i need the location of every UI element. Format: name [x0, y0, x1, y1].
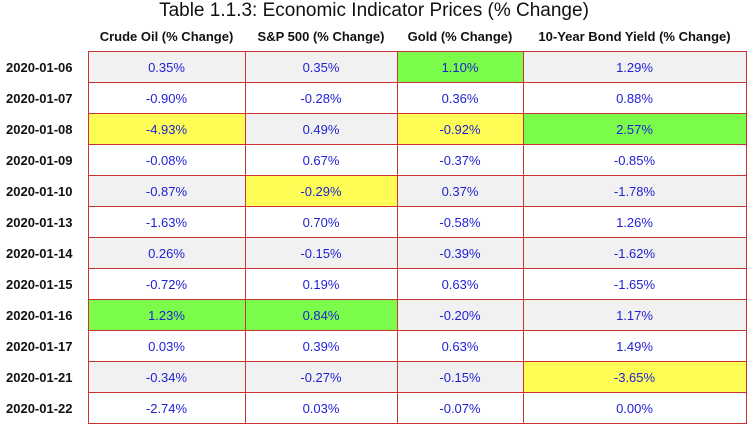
- value-cell: -0.27%: [244, 361, 398, 393]
- value-cell: 0.26%: [87, 237, 246, 269]
- row-date-label: 2020-01-16: [0, 299, 88, 331]
- column-header: Crude Oil (% Change): [88, 22, 245, 52]
- value-cell: 0.39%: [244, 330, 398, 362]
- table-row: 2020-01-22 -2.74% 0.03% -0.07% 0.00%: [0, 392, 747, 424]
- value-cell: 2.57%: [522, 113, 747, 145]
- row-date-label: 2020-01-07: [0, 82, 88, 114]
- value-cell: -0.58%: [396, 206, 524, 238]
- table-row: 2020-01-10 -0.87% -0.29% 0.37% -1.78%: [0, 175, 747, 207]
- indicator-table: Crude Oil (% Change) S&P 500 (% Change) …: [0, 22, 747, 424]
- value-cell: 1.29%: [522, 51, 747, 83]
- row-date-label: 2020-01-15: [0, 268, 88, 300]
- value-cell: 0.03%: [244, 392, 398, 424]
- value-cell: 1.26%: [522, 206, 747, 238]
- row-date-label: 2020-01-06: [0, 51, 88, 83]
- column-header: 10-Year Bond Yield (% Change): [523, 22, 746, 52]
- value-cell: 1.10%: [396, 51, 524, 83]
- row-date-label: 2020-01-09: [0, 144, 88, 176]
- value-cell: -0.08%: [87, 144, 246, 176]
- header-row: Crude Oil (% Change) S&P 500 (% Change) …: [0, 22, 746, 52]
- row-date-label: 2020-01-13: [0, 206, 88, 238]
- table-body: 2020-01-06 0.35% 0.35% 1.10% 1.29% 2020-01-07…: [0, 51, 747, 424]
- value-cell: 0.70%: [244, 206, 398, 238]
- value-cell: -1.62%: [522, 237, 747, 269]
- table-row: 2020-01-06 0.35% 0.35% 1.10% 1.29%: [0, 51, 747, 83]
- value-cell: -1.78%: [522, 175, 747, 207]
- value-cell: 0.84%: [244, 299, 398, 331]
- value-cell: -0.15%: [244, 237, 398, 269]
- value-cell: -0.28%: [244, 82, 398, 114]
- corner-cell: [0, 22, 88, 52]
- value-cell: 0.88%: [522, 82, 747, 114]
- table-row: 2020-01-08 -4.93% 0.49% -0.92% 2.57%: [0, 113, 747, 145]
- value-cell: 0.37%: [396, 175, 524, 207]
- value-cell: 0.19%: [244, 268, 398, 300]
- value-cell: -2.74%: [87, 392, 246, 424]
- value-cell: 0.00%: [522, 392, 747, 424]
- value-cell: 0.03%: [87, 330, 246, 362]
- value-cell: -0.29%: [244, 175, 398, 207]
- value-cell: -4.93%: [87, 113, 246, 145]
- value-cell: 0.63%: [396, 330, 524, 362]
- value-cell: -1.65%: [522, 268, 747, 300]
- column-header: Gold (% Change): [397, 22, 523, 52]
- table-row: 2020-01-07 -0.90% -0.28% 0.36% 0.88%: [0, 82, 747, 114]
- value-cell: 0.67%: [244, 144, 398, 176]
- value-cell: -0.85%: [522, 144, 747, 176]
- table-row: 2020-01-21 -0.34% -0.27% -0.15% -3.65%: [0, 361, 747, 393]
- value-cell: -0.87%: [87, 175, 246, 207]
- value-cell: -0.37%: [396, 144, 524, 176]
- row-date-label: 2020-01-14: [0, 237, 88, 269]
- row-date-label: 2020-01-08: [0, 113, 88, 145]
- value-cell: -0.72%: [87, 268, 246, 300]
- value-cell: 0.63%: [396, 268, 524, 300]
- value-cell: -0.90%: [87, 82, 246, 114]
- table-row: 2020-01-16 1.23% 0.84% -0.20% 1.17%: [0, 299, 747, 331]
- value-cell: 0.49%: [244, 113, 398, 145]
- value-cell: -1.63%: [87, 206, 246, 238]
- value-cell: 0.36%: [396, 82, 524, 114]
- row-date-label: 2020-01-21: [0, 361, 88, 393]
- table-title: Table 1.1.3: Economic Indicator Prices (…: [159, 0, 589, 21]
- table-row: 2020-01-15 -0.72% 0.19% 0.63% -1.65%: [0, 268, 747, 300]
- table-row: 2020-01-14 0.26% -0.15% -0.39% -1.62%: [0, 237, 747, 269]
- row-date-label: 2020-01-10: [0, 175, 88, 207]
- value-cell: 0.35%: [244, 51, 398, 83]
- table-row: 2020-01-17 0.03% 0.39% 0.63% 1.49%: [0, 330, 747, 362]
- value-cell: 0.35%: [87, 51, 246, 83]
- row-date-label: 2020-01-22: [0, 392, 88, 424]
- value-cell: 1.49%: [522, 330, 747, 362]
- value-cell: -3.65%: [522, 361, 747, 393]
- value-cell: -0.15%: [396, 361, 524, 393]
- value-cell: -0.92%: [396, 113, 524, 145]
- value-cell: -0.34%: [87, 361, 246, 393]
- value-cell: -0.39%: [396, 237, 524, 269]
- row-date-label: 2020-01-17: [0, 330, 88, 362]
- column-header: S&P 500 (% Change): [245, 22, 397, 52]
- value-cell: -0.20%: [396, 299, 524, 331]
- table-row: 2020-01-09 -0.08% 0.67% -0.37% -0.85%: [0, 144, 747, 176]
- value-cell: 1.23%: [87, 299, 246, 331]
- table-row: 2020-01-13 -1.63% 0.70% -0.58% 1.26%: [0, 206, 747, 238]
- value-cell: -0.07%: [396, 392, 524, 424]
- value-cell: 1.17%: [522, 299, 747, 331]
